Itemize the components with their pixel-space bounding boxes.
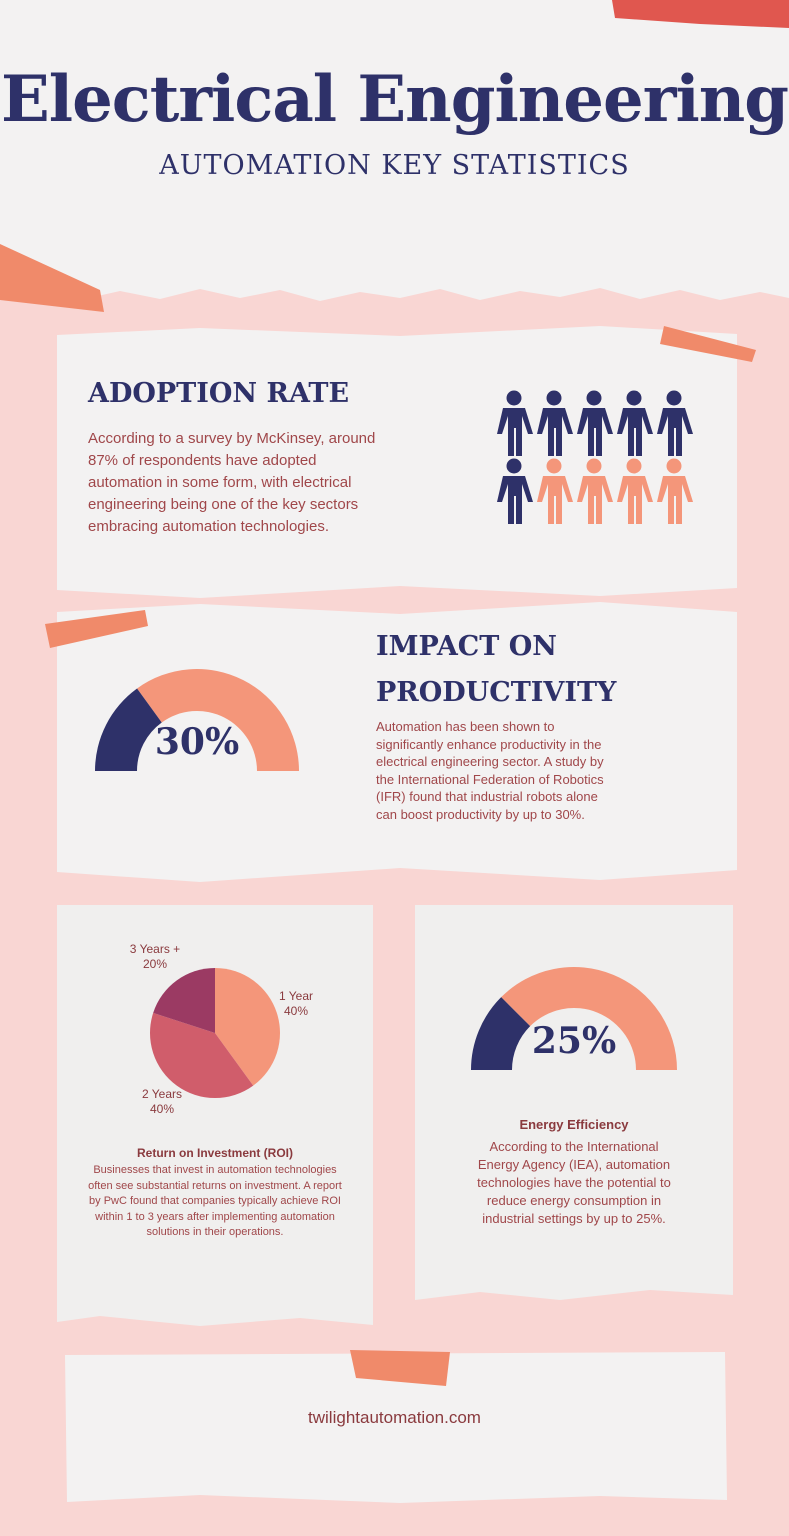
person-icon: [657, 458, 693, 524]
pie-slice: [215, 968, 280, 1086]
icon-body: [537, 476, 573, 524]
card: [57, 905, 373, 1326]
heading: IMPACT ON PRODUCTIVITY: [376, 631, 617, 708]
slice-value-label: 40%: [284, 1004, 308, 1018]
gauge-fill: [95, 688, 162, 771]
person-icon: [657, 390, 693, 456]
icon-head: [666, 390, 682, 406]
card: [57, 602, 737, 882]
paragraph: Automation has been shown to significant…: [376, 719, 604, 822]
person-icon: [497, 458, 533, 524]
slice-label: 3 Years +: [130, 942, 180, 956]
heading: Energy Efficiency: [519, 1117, 629, 1132]
person-icon: [537, 458, 573, 524]
person-icon: [537, 390, 573, 456]
slice-value-label: 20%: [143, 957, 167, 971]
icon-head: [626, 458, 642, 474]
icon-body: [577, 476, 613, 524]
paragraph: According to a survey by McKinsey, aroun…: [88, 430, 376, 535]
subtitle: AUTOMATION KEY STATISTICS: [159, 150, 630, 181]
header-panel: [0, 0, 789, 301]
icon-head: [506, 390, 522, 406]
person-icon: [617, 390, 653, 456]
tape: [45, 610, 148, 648]
icon-head: [546, 390, 562, 406]
paragraph: Businesses that invest in automation tec…: [88, 1164, 342, 1238]
icon-head: [666, 458, 682, 474]
heading: Return on Investment (ROI): [136, 1146, 293, 1160]
icon-body: [497, 408, 533, 456]
gauge-value-label: 30%: [155, 721, 239, 763]
icon-head: [586, 458, 602, 474]
pie-slice: [149, 1012, 254, 1098]
icon-body: [577, 408, 613, 456]
person-icon: [577, 390, 613, 456]
person-icon: [577, 458, 613, 524]
icon-body: [537, 408, 573, 456]
gauge-value-label: 25%: [532, 1020, 616, 1062]
icon-body: [497, 476, 533, 524]
slice-value-label: 40%: [150, 1102, 174, 1116]
gauge-fill: [471, 997, 531, 1070]
tape: [612, 0, 789, 28]
slice-label: 2 Years: [142, 1087, 182, 1101]
icon-head: [546, 458, 562, 474]
title: Electrical Engineering: [0, 62, 789, 137]
card: [415, 905, 733, 1300]
icon-head: [626, 390, 642, 406]
icon-body: [657, 476, 693, 524]
footer-url: twilightautomation.com: [308, 1408, 481, 1427]
icon-head: [586, 390, 602, 406]
pie-slice: [153, 968, 215, 1033]
tape: [660, 326, 756, 362]
card: [57, 326, 737, 598]
person-icon: [617, 458, 653, 524]
tape: [0, 244, 104, 312]
paragraph: According to the International Energy Ag…: [477, 1139, 671, 1226]
footer-panel: [65, 1352, 727, 1503]
heading: ADOPTION RATE: [88, 378, 350, 409]
slice-label: 1 Year: [279, 989, 313, 1003]
gauge-track: [501, 967, 677, 1070]
icon-head: [506, 458, 522, 474]
tape: [350, 1350, 450, 1386]
gauge-track: [137, 669, 299, 771]
icon-body: [657, 408, 693, 456]
icon-body: [617, 408, 653, 456]
person-icon: [497, 390, 533, 456]
icon-body: [617, 476, 653, 524]
